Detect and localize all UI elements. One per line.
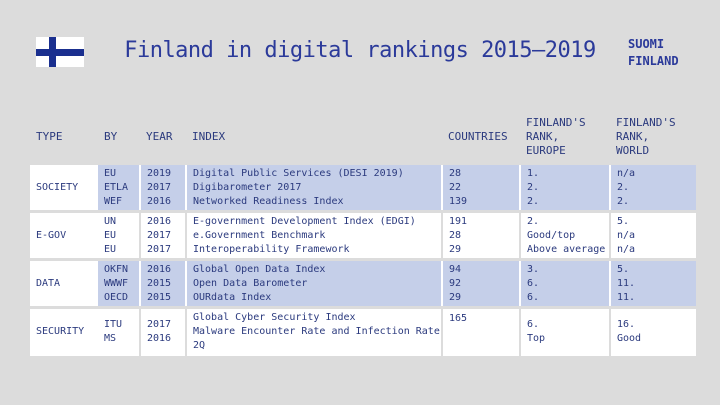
cell-year: 2019 2017 2016 [139,163,186,212]
page-title: Finland in digital rankings 2015–2019 [124,38,596,63]
header-by: BY [104,130,118,143]
header-countries: COUNTRIES [448,130,508,143]
cell-by: ITU MS [104,319,123,345]
cell-countries: 165 [441,307,520,356]
header-rank-europe: FINLAND'S RANK, EUROPE [526,116,586,157]
cell-rank-world: 16. Good [609,307,696,356]
cell-rank-europe: 3. 6. 6. [519,259,610,308]
cell-index: Global Cyber Security Index Malware Enco… [185,307,442,356]
table-row: DATA OKFN WWWF OECD 2016 2015 2015 Globa… [30,259,696,308]
table-row: E-GOV UN EU EU 2016 2017 2017 E-governme… [30,211,696,260]
cell-year: 2016 2015 2015 [139,259,186,308]
cell-index: E-government Development Index (EDGI) e.… [185,211,442,260]
cell-countries: 94 92 29 [441,259,520,308]
table-row: SOCIETY EU ETLA WEF 2019 2017 2016 Digit… [30,163,696,212]
finland-flag [36,37,84,67]
cell-by: EU ETLA WEF [104,167,129,207]
cell-by: UN EU EU [104,215,117,255]
cell-countries: 191 28 29 [441,211,520,260]
cell-countries: 28 22 139 [441,163,520,212]
header-year: YEAR [146,130,173,143]
header-type: TYPE [36,130,63,143]
cell-rank-europe: 1. 2. 2. [519,163,610,212]
cell-type: DATA [30,259,98,308]
cell-type: SECURITY [30,307,98,356]
cell-rank-world: n/a 2. 2. [609,163,696,212]
cell-type: SOCIETY [30,163,98,212]
brand-logo: SUOMI FINLAND [628,36,698,70]
cell-year: 2016 2017 2017 [139,211,186,260]
header-index: INDEX [192,130,226,143]
brand-line-2: FINLAND [628,54,679,68]
cell-type: E-GOV [30,211,98,260]
cell-index: Digital Public Services (DESI 2019) Digi… [185,163,442,212]
brand-line-1: SUOMI [628,37,665,51]
cell-index: Global Open Data Index Open Data Baromet… [185,259,442,308]
header-row: TYPE BY YEAR INDEX COUNTRIES FINLAND'S R… [30,112,696,164]
cell-rank-world: 5. n/a n/a [609,211,696,260]
cell-year: 2017 2016 [139,307,186,356]
header-rank-world: FINLAND'S RANK, WORLD [616,116,676,157]
table-row: SECURITY ITU MS 2017 2016 Global Cyber S… [30,307,696,356]
cell-rank-europe: 6. Top [519,307,610,356]
cell-rank-world: 5. 11. 11. [609,259,696,308]
cell-rank-europe: 2. Good/top Above average [519,211,610,260]
rankings-table: TYPE BY YEAR INDEX COUNTRIES FINLAND'S R… [30,112,696,356]
cell-by: OKFN WWWF OECD [104,263,129,303]
